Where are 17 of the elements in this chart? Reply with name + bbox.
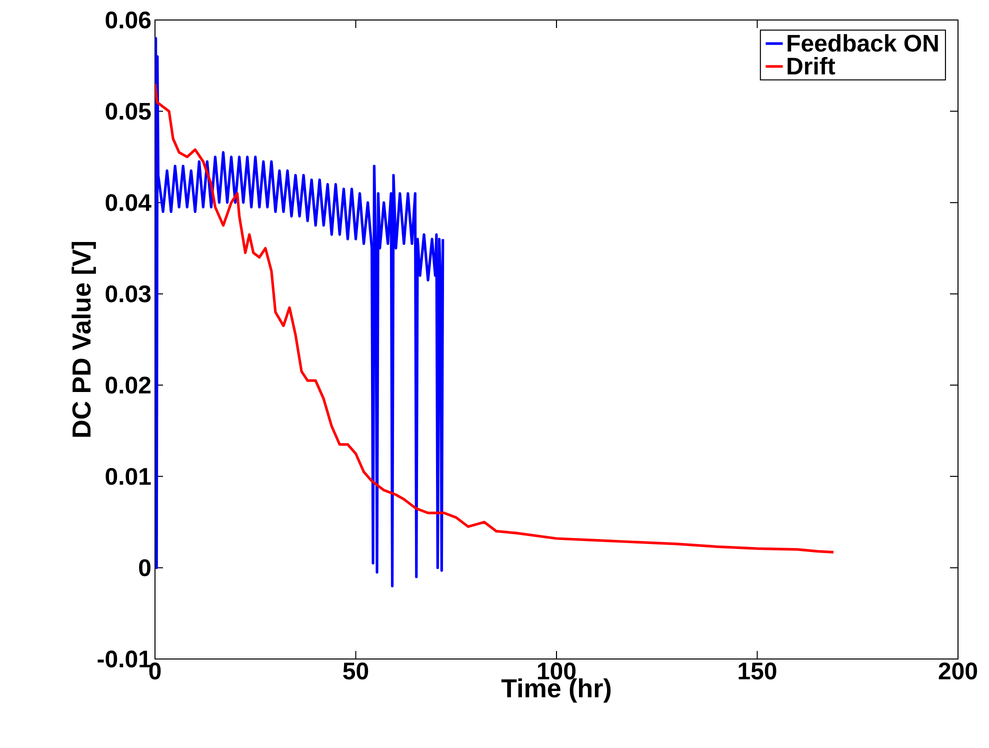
y-tick-label: 0.01 [106,468,151,485]
y-tick-label: 0.04 [106,194,152,212]
y-tick-label: -0.01 [98,650,151,668]
y-tick-label: 0.05 [106,102,151,120]
y-tick-label: 0.06 [106,12,151,28]
legend-label: Drift [788,56,836,75]
line-series [154,36,444,588]
y-tick-label: 0.02 [106,376,151,394]
x-tick-label: 150 [738,662,776,680]
y-axis-title: DC PD Value [V] [72,242,96,437]
x-tick-label: 100 [538,662,576,680]
x-tick-label: 200 [938,662,978,680]
y-tick-label: 0 [139,559,150,576]
legend-label: Feedback ON [788,34,938,52]
x-tick-label: 50 [343,662,368,680]
y-tick-label: 0.03 [106,285,151,302]
x-axis-title: Time (hr) [501,678,611,703]
